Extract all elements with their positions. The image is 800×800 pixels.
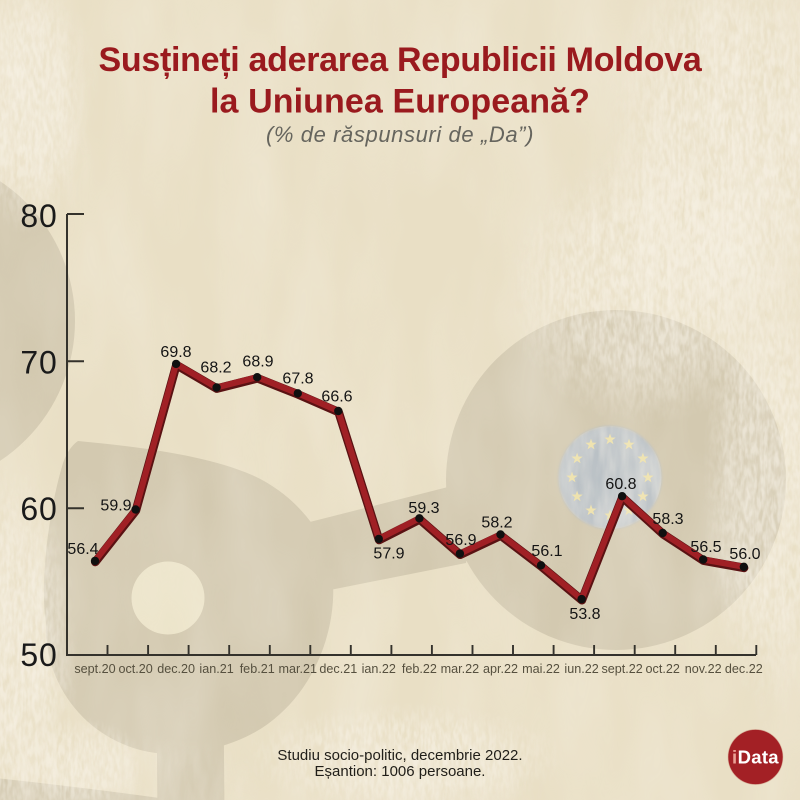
svg-text:66.6: 66.6 xyxy=(321,388,352,405)
svg-text:53.8: 53.8 xyxy=(569,606,600,623)
svg-text:sept.22: sept.22 xyxy=(601,662,642,676)
svg-text:56.4: 56.4 xyxy=(67,541,98,558)
svg-text:oct.22: oct.22 xyxy=(646,662,680,676)
svg-text:80: 80 xyxy=(20,198,57,234)
svg-text:mai.22: mai.22 xyxy=(522,662,560,676)
svg-text:67.8: 67.8 xyxy=(282,370,313,387)
svg-text:60.8: 60.8 xyxy=(605,476,636,493)
svg-text:60: 60 xyxy=(20,491,57,527)
svg-text:oct.20: oct.20 xyxy=(118,662,152,676)
svg-text:nov.22: nov.22 xyxy=(685,662,722,676)
svg-text:58.2: 58.2 xyxy=(481,514,512,531)
svg-text:mar.21: mar.21 xyxy=(279,662,318,676)
svg-text:sept.20: sept.20 xyxy=(74,662,115,676)
svg-text:56.1: 56.1 xyxy=(531,543,562,560)
svg-text:Studiu socio-politic, decembri: Studiu socio-politic, decembrie 2022. xyxy=(277,747,522,764)
svg-text:(% de răspunsuri de „Da”): (% de răspunsuri de „Da”) xyxy=(266,122,534,147)
svg-text:56.0: 56.0 xyxy=(729,546,760,563)
svg-text:Data: Data xyxy=(738,747,780,768)
svg-text:69.8: 69.8 xyxy=(160,344,191,361)
svg-text:dec.22: dec.22 xyxy=(725,662,763,676)
svg-text:57.9: 57.9 xyxy=(373,545,404,562)
svg-text:mar.22: mar.22 xyxy=(441,662,480,676)
svg-text:68.2: 68.2 xyxy=(200,359,231,376)
svg-text:59.9: 59.9 xyxy=(100,497,131,514)
svg-text:ian.22: ian.22 xyxy=(362,662,396,676)
svg-text:50: 50 xyxy=(20,637,57,673)
svg-text:la Uniunea Europeană?: la Uniunea Europeană? xyxy=(210,83,590,121)
svg-text:i: i xyxy=(732,747,737,768)
svg-text:56.5: 56.5 xyxy=(690,539,721,556)
svg-text:59.3: 59.3 xyxy=(408,500,439,517)
svg-text:dec.20: dec.20 xyxy=(157,662,195,676)
svg-text:58.3: 58.3 xyxy=(652,511,683,528)
svg-text:iun.22: iun.22 xyxy=(564,662,598,676)
svg-text:70: 70 xyxy=(20,344,57,380)
svg-text:dec.21: dec.21 xyxy=(319,662,357,676)
svg-text:feb.22: feb.22 xyxy=(402,662,437,676)
svg-text:56.9: 56.9 xyxy=(445,532,476,549)
svg-text:apr.22: apr.22 xyxy=(483,662,518,676)
svg-text:68.9: 68.9 xyxy=(242,353,273,370)
svg-text:feb.21: feb.21 xyxy=(240,662,275,676)
svg-text:ian.21: ian.21 xyxy=(199,662,233,676)
svg-text:Susțineți aderarea Republicii: Susțineți aderarea Republicii Moldova xyxy=(99,41,703,79)
svg-text:Eșantion: 1006 persoane.: Eșantion: 1006 persoane. xyxy=(315,763,486,780)
